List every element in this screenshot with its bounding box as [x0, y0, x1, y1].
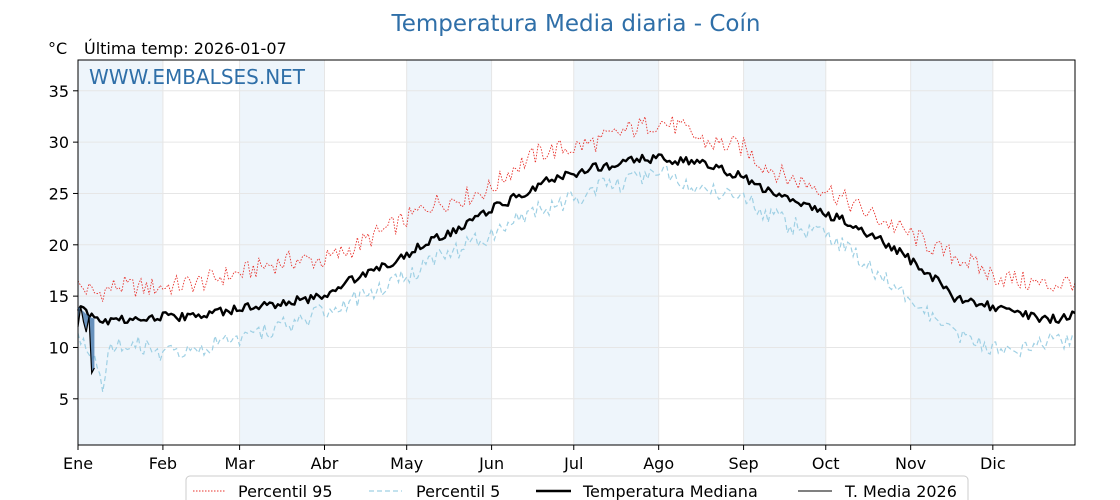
y-tick-label-35: 35 [49, 82, 69, 101]
unit-label: °C [48, 39, 67, 58]
chart-title: Temperatura Media diaria - Coín [391, 11, 761, 37]
x-tick-label-sep: Sep [729, 454, 759, 473]
legend-label-median: Temperatura Mediana [582, 482, 758, 500]
data-lines [76, 115, 1076, 392]
y-tick-label-15: 15 [49, 287, 69, 306]
month-shade-ene [78, 60, 163, 445]
x-tick-label-dic: Dic [980, 454, 1006, 473]
y-tick-label-30: 30 [49, 133, 69, 152]
y-tick-label-10: 10 [49, 338, 69, 357]
y-tick-label-20: 20 [49, 236, 69, 255]
x-axis: Ene Feb Mar Abr May Jun Jul Ago Sep Oct Nov Dic [63, 445, 1006, 473]
month-shade-jul [573, 60, 659, 445]
legend-label-p95: Percentil 95 [238, 482, 333, 500]
month-shade-nov [910, 60, 993, 445]
legend-label-p5: Percentil 5 [416, 482, 500, 500]
watermark: WWW.EMBALSES.NET [89, 65, 306, 89]
x-tick-label-jul: Jul [563, 454, 583, 473]
series-line-percentil-95 [77, 115, 1076, 302]
x-tick-label-mar: Mar [225, 454, 256, 473]
month-shade-may [406, 60, 492, 445]
series-line-percentil-5 [77, 165, 1076, 392]
series-line-temperatura-mediana [76, 153, 1076, 326]
plot-frame [77, 59, 1076, 446]
x-tick-label-ago: Ago [643, 454, 674, 473]
last-temp-label: Última temp: 2026-01-07 [84, 39, 287, 58]
month-shade-mar [239, 60, 325, 445]
y-tick-label-25: 25 [49, 184, 69, 203]
series-fill-t-media-2026 [78, 306, 95, 374]
month-shade-sep [743, 60, 826, 445]
y-tick-label-5: 5 [59, 390, 69, 409]
month-shading [78, 60, 993, 445]
x-tick-label-feb: Feb [149, 454, 177, 473]
x-tick-label-jun: Jun [478, 454, 504, 473]
x-tick-label-ene: Ene [63, 454, 93, 473]
legend-box [185, 475, 969, 500]
x-tick-label-may: May [390, 454, 423, 473]
x-tick-label-abr: Abr [311, 454, 339, 473]
legend: Percentil 95 Percentil 5 Temperatura Med… [185, 475, 969, 500]
y-axis: 5 10 15 20 25 30 35 [49, 82, 78, 409]
series-line-t-media-2026 [77, 306, 95, 376]
x-tick-label-oct: Oct [812, 454, 840, 473]
x-tick-label-nov: Nov [895, 454, 926, 473]
legend-label-current: T. Media 2026 [844, 482, 957, 500]
